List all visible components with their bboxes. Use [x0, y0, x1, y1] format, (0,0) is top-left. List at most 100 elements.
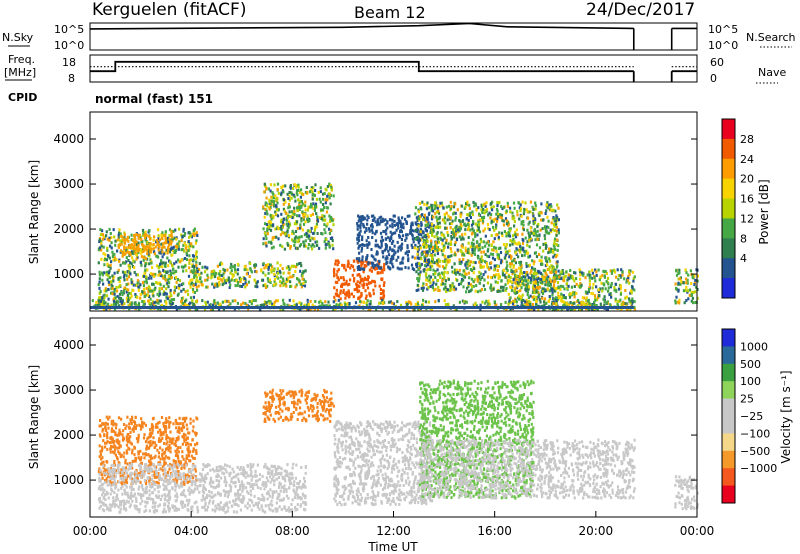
power-cell: [518, 272, 522, 276]
power-cell: [375, 267, 378, 270]
power-cell: [131, 256, 134, 260]
freq-label-line1: Freq.: [8, 53, 35, 66]
power-cell: [579, 273, 582, 277]
power-cell: [629, 291, 632, 295]
power-cell: [565, 270, 568, 274]
power-cell: [519, 260, 523, 264]
power-cell: [302, 283, 305, 287]
power-cell: [682, 281, 685, 285]
power-cell: [264, 211, 267, 215]
power-cell: [438, 248, 441, 252]
power-cell: [193, 276, 196, 280]
power-cell: [524, 201, 527, 205]
power-cell: [100, 248, 103, 252]
power-cell: [631, 270, 635, 274]
power-cell: [545, 288, 548, 292]
power-cell: [321, 232, 324, 236]
power-cell: [339, 291, 342, 295]
power-cell: [429, 281, 432, 285]
power-cell: [527, 285, 531, 289]
power-cell: [363, 243, 366, 247]
power-cell: [566, 307, 569, 311]
power-cell: [101, 296, 104, 300]
power-cell: [431, 264, 434, 268]
power-cell: [138, 233, 141, 237]
power-cell: [424, 259, 427, 263]
power-cell: [584, 276, 587, 280]
power-cell: [412, 229, 415, 233]
power-cell: [459, 282, 462, 286]
power-cell: [359, 268, 362, 271]
power-cell: [372, 279, 376, 283]
power-cell: [127, 288, 130, 292]
power-cell: [268, 207, 271, 211]
power-cell: [236, 268, 240, 272]
power-cell: [479, 278, 482, 281]
power-cell: [526, 287, 529, 290]
power-cell: [185, 243, 188, 247]
power-cell: [595, 273, 598, 277]
power-cell: [145, 281, 149, 285]
power-cell: [488, 228, 491, 232]
power-cell: [497, 235, 500, 239]
power-cell: [117, 233, 120, 237]
power-cell: [573, 295, 576, 299]
power-cell: [427, 221, 430, 225]
velocity-cell: [154, 454, 157, 458]
power-cell: [265, 209, 268, 213]
power-cell: [490, 261, 493, 265]
power-cell: [316, 244, 319, 247]
power-cell: [218, 283, 221, 287]
velocity-cell: [109, 450, 112, 454]
power-cell: [113, 235, 116, 239]
power-cell: [240, 303, 243, 307]
power-cell: [417, 232, 420, 236]
power-cell: [376, 220, 379, 224]
power-cell: [490, 234, 493, 238]
power-cell: [521, 271, 524, 275]
power-cell: [134, 237, 137, 241]
power-cell: [367, 275, 370, 279]
power-cell: [282, 231, 285, 235]
power-cell: [675, 286, 678, 290]
velocity-cell: [152, 441, 155, 445]
power-cell: [326, 185, 329, 188]
power-cell: [386, 226, 389, 230]
power-cell: [502, 243, 506, 246]
power-cell: [267, 265, 270, 269]
power-cell: [425, 253, 428, 257]
power-cell: [382, 255, 385, 259]
power-cell: [416, 252, 419, 256]
power-cell: [599, 287, 602, 291]
power-cell: [372, 265, 375, 269]
power-cell: [443, 220, 446, 224]
power-cell: [328, 182, 331, 186]
power-cell: [507, 302, 510, 306]
power-cell: [162, 242, 165, 246]
power-cell: [122, 291, 125, 295]
power-cell: [163, 245, 166, 249]
power-cell: [427, 212, 430, 216]
power-cell: [547, 275, 550, 279]
power-cell: [430, 244, 433, 248]
power-cell: [132, 259, 135, 263]
power-cell: [266, 284, 269, 288]
power-cell: [151, 292, 154, 296]
power-cell: [314, 183, 317, 187]
power-cell: [534, 204, 537, 208]
power-cell: [415, 264, 418, 268]
power-cell: [442, 246, 445, 250]
power-cell: [578, 268, 581, 272]
power-cell: [127, 275, 131, 279]
power-cell: [555, 225, 558, 229]
velocity-cell: [164, 424, 168, 428]
power-cell: [515, 286, 519, 290]
power-ytick-label: 3000: [53, 177, 84, 191]
velocity-cell: [112, 429, 115, 433]
power-cell: [230, 269, 233, 273]
power-cell: [266, 212, 269, 216]
power-cell: [555, 214, 558, 218]
power-cell: [552, 208, 555, 212]
power-cell: [614, 288, 618, 292]
power-cell: [195, 260, 198, 264]
